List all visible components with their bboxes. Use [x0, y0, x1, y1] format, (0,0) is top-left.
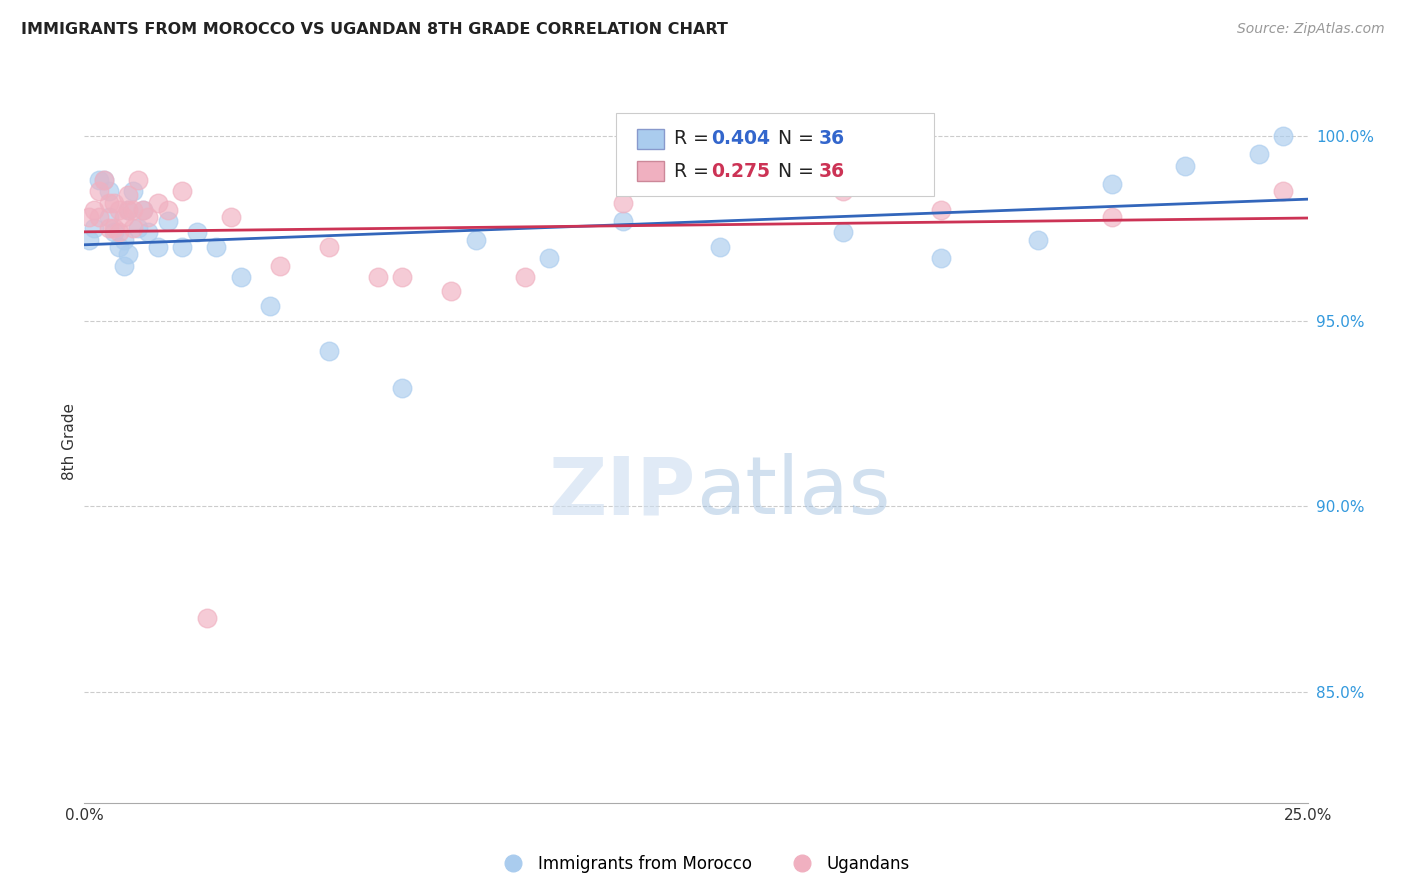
- Point: [122, 202, 145, 217]
- Text: ZIP: ZIP: [548, 453, 696, 531]
- Point: [97, 195, 120, 210]
- Point: [107, 225, 129, 239]
- Point: [318, 343, 340, 358]
- Point: [195, 610, 218, 624]
- Point: [172, 240, 194, 254]
- Point: [107, 202, 129, 217]
- Point: [127, 173, 149, 187]
- Point: [831, 185, 853, 199]
- Point: [87, 185, 110, 199]
- Point: [146, 240, 169, 254]
- Point: [132, 202, 155, 217]
- Point: [77, 211, 100, 225]
- Point: [391, 269, 413, 284]
- Text: atlas: atlas: [696, 453, 890, 531]
- Point: [367, 269, 389, 284]
- Point: [97, 185, 120, 199]
- Point: [112, 259, 135, 273]
- Point: [929, 202, 952, 217]
- Point: [107, 240, 129, 254]
- Point: [186, 225, 208, 239]
- Legend: Immigrants from Morocco, Ugandans: Immigrants from Morocco, Ugandans: [489, 848, 917, 880]
- Text: Source: ZipAtlas.com: Source: ZipAtlas.com: [1237, 22, 1385, 37]
- Point: [132, 202, 155, 217]
- Y-axis label: 8th Grade: 8th Grade: [62, 403, 77, 480]
- Text: 36: 36: [818, 129, 845, 148]
- Point: [205, 240, 228, 254]
- Point: [87, 211, 110, 225]
- Point: [1101, 177, 1123, 191]
- Point: [117, 202, 139, 217]
- Point: [117, 247, 139, 261]
- Bar: [637, 128, 664, 149]
- Point: [464, 233, 486, 247]
- Point: [612, 195, 634, 210]
- Point: [259, 299, 281, 313]
- Text: 0.275: 0.275: [710, 161, 769, 181]
- Point: [1272, 185, 1295, 199]
- Point: [538, 251, 561, 265]
- Point: [172, 185, 194, 199]
- Point: [93, 173, 115, 187]
- Point: [1272, 128, 1295, 143]
- Text: N =: N =: [766, 161, 820, 181]
- Point: [156, 214, 179, 228]
- Point: [612, 214, 634, 228]
- Point: [122, 185, 145, 199]
- Point: [709, 173, 731, 187]
- Point: [1028, 233, 1050, 247]
- Point: [97, 211, 120, 225]
- Point: [229, 269, 252, 284]
- Point: [97, 221, 120, 235]
- Point: [77, 233, 100, 247]
- Point: [127, 221, 149, 235]
- Point: [87, 173, 110, 187]
- Point: [136, 225, 159, 239]
- Point: [122, 221, 145, 235]
- Point: [391, 381, 413, 395]
- Point: [103, 225, 125, 239]
- Text: IMMIGRANTS FROM MOROCCO VS UGANDAN 8TH GRADE CORRELATION CHART: IMMIGRANTS FROM MOROCCO VS UGANDAN 8TH G…: [21, 22, 728, 37]
- Point: [103, 195, 125, 210]
- Point: [831, 225, 853, 239]
- Point: [117, 202, 139, 217]
- Point: [440, 285, 463, 299]
- Point: [1101, 211, 1123, 225]
- Point: [513, 269, 536, 284]
- Point: [156, 202, 179, 217]
- Bar: [637, 161, 664, 181]
- Text: 36: 36: [818, 161, 845, 181]
- Point: [219, 211, 242, 225]
- Point: [93, 173, 115, 187]
- FancyBboxPatch shape: [616, 112, 935, 196]
- Point: [103, 221, 125, 235]
- Point: [146, 195, 169, 210]
- Point: [269, 259, 291, 273]
- Text: R =: R =: [673, 161, 714, 181]
- Point: [136, 211, 159, 225]
- Point: [83, 221, 105, 235]
- Point: [1174, 159, 1197, 173]
- Text: R =: R =: [673, 129, 714, 148]
- Point: [83, 202, 105, 217]
- Text: 0.404: 0.404: [710, 129, 769, 148]
- Point: [709, 240, 731, 254]
- Point: [112, 233, 135, 247]
- Point: [318, 240, 340, 254]
- Text: N =: N =: [766, 129, 820, 148]
- Point: [929, 251, 952, 265]
- Point: [1247, 147, 1270, 161]
- Point: [112, 211, 135, 225]
- Point: [117, 188, 139, 202]
